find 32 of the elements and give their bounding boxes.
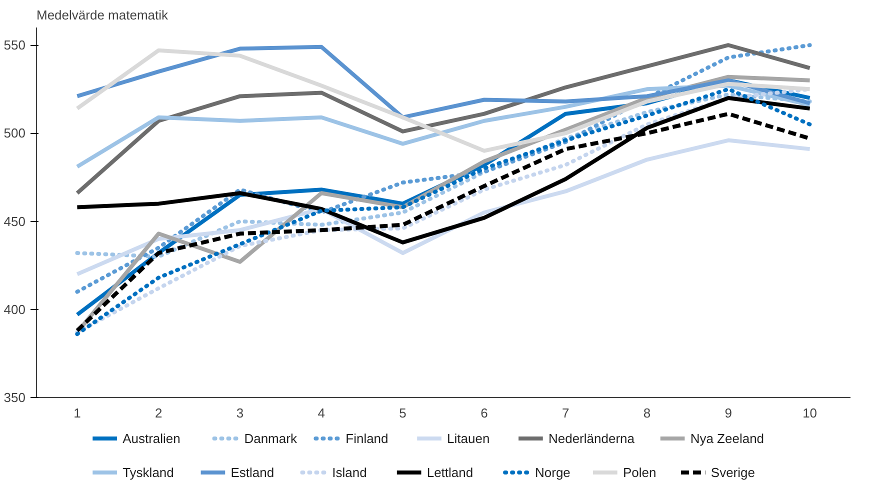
x-tick-label: 5 bbox=[399, 406, 406, 420]
legend-label: Tyskland bbox=[122, 465, 174, 480]
legend-label: Danmark bbox=[244, 431, 298, 446]
y-tick-label: 550 bbox=[4, 38, 26, 53]
x-tick-label: 9 bbox=[724, 406, 732, 420]
line-series bbox=[75, 43, 812, 294]
x-tick-label: 10 bbox=[802, 406, 818, 420]
legend-label: Australien bbox=[122, 431, 180, 446]
x-tick-label: 3 bbox=[236, 406, 244, 420]
legend-label: Norge bbox=[535, 465, 570, 480]
x-tick-label: 8 bbox=[643, 406, 651, 420]
y-tick-label: 350 bbox=[4, 390, 26, 405]
legend-label: Lettland bbox=[426, 465, 474, 480]
legend-label: Estland bbox=[230, 465, 274, 480]
y-tick-label: 450 bbox=[4, 214, 26, 229]
legend-label: Nya Zeeland bbox=[690, 431, 764, 446]
x-tick-label: 1 bbox=[74, 406, 81, 420]
legend-label: Litauen bbox=[447, 431, 490, 446]
x-tick-label: 6 bbox=[480, 406, 488, 420]
y-tick-label: 500 bbox=[4, 126, 26, 141]
y-axis-title: Medelvärde matematik bbox=[36, 8, 168, 22]
line-series bbox=[75, 43, 812, 196]
y-tick-label: 400 bbox=[4, 302, 26, 317]
x-tick-label: 2 bbox=[154, 406, 162, 420]
x-tick-label: 4 bbox=[318, 406, 326, 420]
legend-label: Sverige bbox=[710, 465, 755, 480]
legend-label: Nederländerna bbox=[548, 431, 636, 446]
legend-label: Finland bbox=[346, 431, 388, 446]
legend-label: Polen bbox=[622, 465, 656, 480]
legend-label: Island bbox=[332, 465, 367, 480]
x-tick-label: 7 bbox=[562, 406, 570, 420]
line-series bbox=[75, 48, 812, 153]
